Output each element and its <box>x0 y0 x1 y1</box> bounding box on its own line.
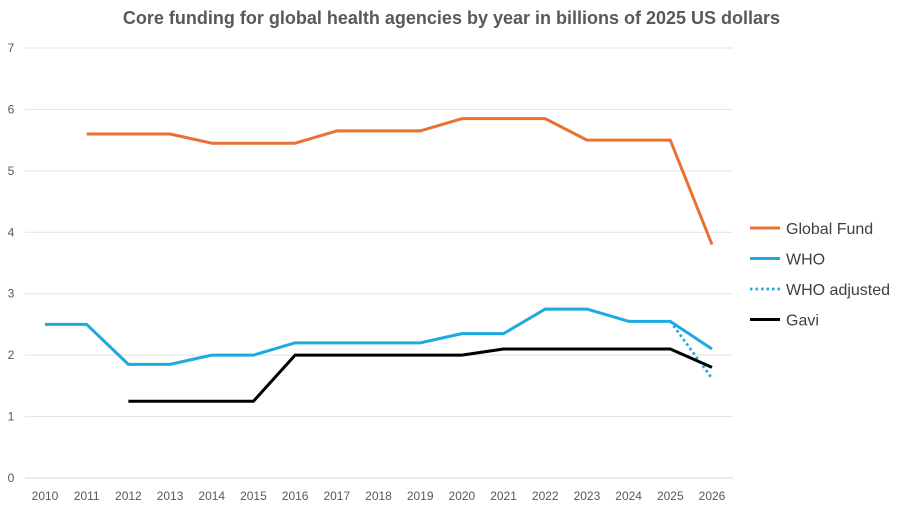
x-tick-label: 2026 <box>699 489 726 503</box>
x-tick-label: 2024 <box>615 489 642 503</box>
series-line-gavi <box>128 347 713 403</box>
legend: Global Fund WHO WHO adjusted Gavi <box>750 221 890 330</box>
series-line-global-fund <box>86 117 714 246</box>
x-tick-label: 2017 <box>323 489 350 503</box>
y-tick-label: 4 <box>8 225 15 239</box>
x-tick-label: 2014 <box>198 489 225 503</box>
y-tick-label: 0 <box>8 471 15 485</box>
x-tick-label: 2019 <box>407 489 434 503</box>
x-tick-label: 2015 <box>240 489 267 503</box>
gridlines <box>25 47 733 479</box>
x-tick-label: 2016 <box>282 489 309 503</box>
y-tick-label: 5 <box>8 164 15 178</box>
x-tick-label: 2020 <box>449 489 476 503</box>
x-tick-label: 2022 <box>532 489 559 503</box>
x-tick-label: 2025 <box>657 489 684 503</box>
y-tick-label: 2 <box>8 348 15 362</box>
legend-label: WHO adjusted <box>786 282 890 299</box>
x-tick-label: 2010 <box>32 489 59 503</box>
legend-label: Gavi <box>786 313 819 330</box>
y-tick-label: 6 <box>8 102 15 116</box>
series-line-who <box>45 307 713 366</box>
x-axis-ticks: 2010 2011 2012 2013 2014 2015 2016 2017 2018 2019… <box>32 489 726 503</box>
legend-label: WHO <box>786 252 825 269</box>
series-line-who-adjusted <box>669 320 714 380</box>
x-tick-label: 2023 <box>574 489 601 503</box>
series-lines <box>45 117 714 403</box>
legend-label: Global Fund <box>786 221 873 238</box>
y-tick-label: 3 <box>8 287 15 301</box>
y-tick-label: 1 <box>8 410 15 424</box>
x-tick-label: 2012 <box>115 489 142 503</box>
x-tick-label: 2013 <box>157 489 184 503</box>
x-tick-label: 2018 <box>365 489 392 503</box>
y-tick-label: 7 <box>8 41 15 55</box>
x-tick-label: 2011 <box>74 489 100 503</box>
chart-title: Core funding for global health agencies … <box>122 8 781 28</box>
x-tick-label: 2021 <box>490 489 517 503</box>
y-axis-ticks: 0 1 2 3 4 5 6 7 <box>8 41 15 485</box>
